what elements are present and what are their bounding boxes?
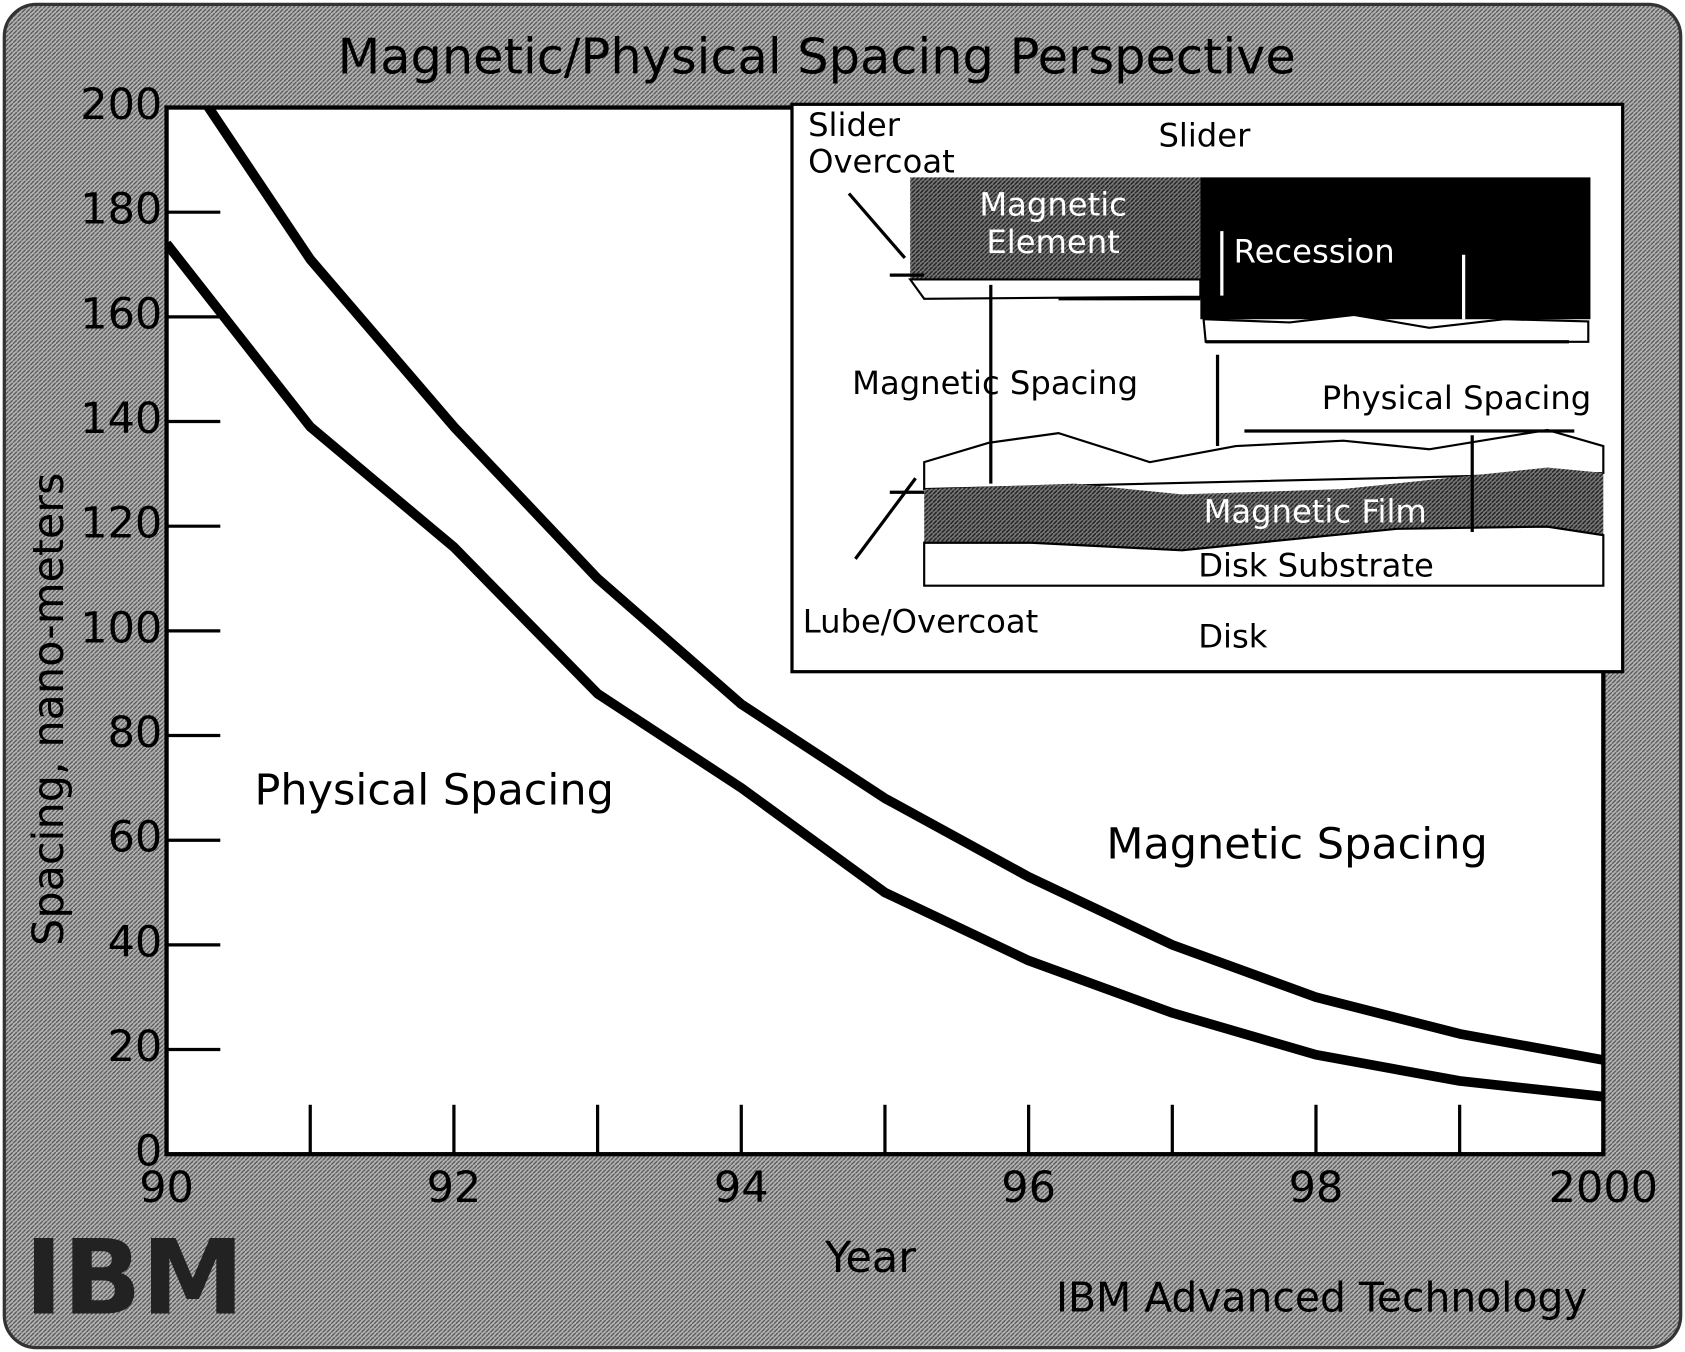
y-axis-label: Spacing, nano-meters (24, 473, 74, 946)
y-tick-label: 20 (108, 1022, 163, 1072)
inset-label: Magnetic Film (1204, 493, 1427, 531)
slider-shape (1200, 177, 1591, 320)
lines (166, 107, 1604, 1102)
y-tick-label: 80 (108, 708, 163, 758)
y-tick-label: 120 (80, 499, 162, 549)
y-tick-label: 100 (80, 603, 162, 653)
x-tick-label: 90 (139, 1163, 194, 1213)
inset-label: Overcoat (808, 142, 955, 180)
arrows (847, 192, 1575, 560)
footer-credit: IBM Advanced Technology (1056, 1273, 1588, 1321)
inset-label: Lube/Overcoat (803, 602, 1039, 640)
inset-label: Recession (1234, 233, 1395, 271)
y-tick-label: 60 (108, 813, 163, 863)
x-tick-label: 98 (1289, 1163, 1344, 1213)
x-tick-label: 2000 (1549, 1163, 1658, 1213)
y-tick-label: 180 (80, 185, 162, 235)
x-tick-label: 96 (1001, 1163, 1056, 1213)
inset-label: Slider (808, 106, 901, 144)
inset-label: Element (986, 223, 1119, 261)
series-label: Magnetic Spacing (1106, 819, 1487, 869)
inset-label: Disk Substrate (1198, 546, 1434, 584)
series-label: Physical Spacing (254, 766, 613, 816)
x-axis-label: Year (824, 1233, 916, 1283)
y-tick-label: 200 (80, 80, 162, 130)
y-tick-label: 40 (108, 917, 163, 967)
inset-label: Magnetic (979, 185, 1127, 223)
y-tick-label: 140 (80, 394, 162, 444)
inset-diagram: Slider Overcoat Slider Magnetic Element … (790, 102, 1625, 674)
ibm-logo: IBM (24, 1219, 244, 1339)
series-line (166, 240, 1604, 1102)
y-tick-label: 0 (135, 1127, 162, 1177)
inset-label: Disk (1198, 617, 1268, 655)
inset-label: Slider (1158, 117, 1251, 155)
y-tick-label: 160 (80, 289, 162, 339)
series-line (202, 107, 1604, 1065)
inset-label: Physical Spacing (1322, 379, 1592, 417)
disk-substrate-shape (923, 525, 1605, 587)
x-tick-label: 94 (714, 1163, 769, 1213)
magnetic-film-shape (924, 467, 1604, 551)
white-arrows (1220, 231, 1466, 320)
inset-label: Magnetic Spacing (852, 364, 1138, 402)
magnetic-element-shape (910, 177, 1201, 280)
chart-title: Magnetic/Physical Spacing Perspective (338, 28, 1296, 86)
x-tick-label: 92 (427, 1163, 482, 1213)
slider-overcoat-shape (908, 278, 1202, 300)
